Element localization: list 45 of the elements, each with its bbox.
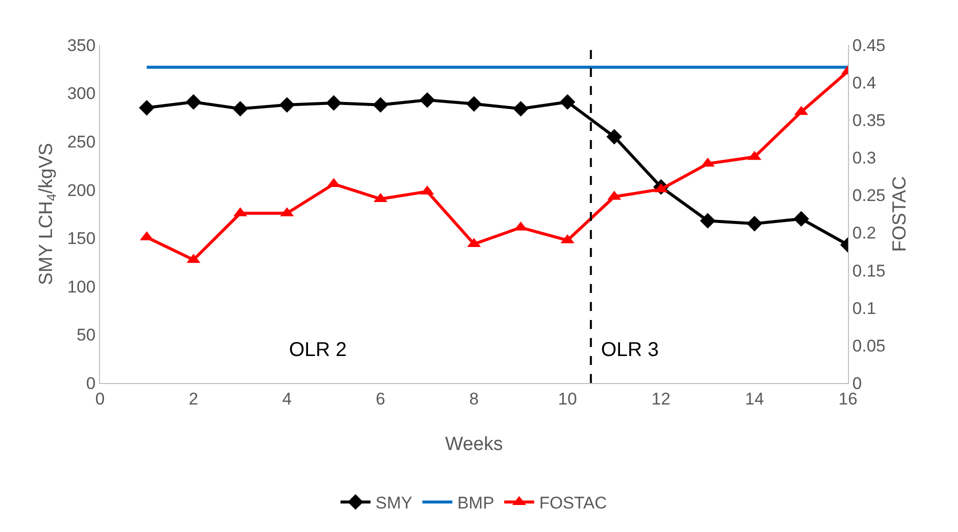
y-tick-label: 250 (67, 132, 96, 152)
y2-tick-label: 0.4 (852, 74, 876, 93)
y2-tick-label: 0.15 (852, 261, 886, 280)
point (700, 212, 716, 229)
legend-label: FOSTAC (539, 494, 607, 513)
y2-tick-label: 0.25 (852, 186, 886, 206)
point (138, 100, 155, 116)
y-tick-label: 100 (67, 277, 96, 296)
x-tick-label: 14 (745, 389, 764, 408)
point (419, 92, 436, 108)
point (606, 128, 622, 145)
x-tick-label: 6 (376, 389, 386, 408)
legend-label: SMY (376, 494, 412, 513)
point (372, 97, 388, 113)
y2-tick-label: 0.2 (852, 224, 876, 243)
y-tick-label: 300 (67, 84, 96, 104)
legend-label: BMP (457, 494, 494, 513)
y2-axis-title: FOSTAC (890, 176, 910, 252)
y2-tick-label: 0.35 (852, 111, 886, 130)
annotation: OLR 3 (601, 339, 659, 361)
point (279, 97, 295, 113)
point (793, 211, 810, 227)
x-axis-title: Weeks (445, 434, 503, 455)
y-tick-label: 200 (67, 180, 96, 200)
annotation: OLR 2 (289, 339, 347, 361)
x-tick-label: 12 (652, 389, 670, 408)
x-tick-label: 10 (558, 389, 577, 408)
x-tick-label: 4 (282, 389, 292, 408)
point (232, 100, 248, 117)
y-tick-label: 0 (86, 374, 96, 393)
point (326, 95, 342, 111)
point (512, 100, 529, 117)
point (560, 94, 576, 110)
y2-tick-label: 0.3 (852, 148, 876, 168)
point (186, 94, 202, 110)
point (466, 96, 482, 112)
y2-tick-label: 0.45 (852, 36, 886, 55)
point (746, 216, 762, 232)
y2-tick-label: 0.1 (852, 298, 876, 318)
y-tick-label: 150 (67, 229, 96, 248)
y2-tick-label: 0.05 (852, 336, 886, 356)
x-tick-label: 8 (469, 389, 479, 408)
y-tick-label: 350 (67, 36, 96, 55)
x-tick-label: 2 (188, 389, 198, 408)
y-tick-label: 50 (76, 326, 96, 345)
